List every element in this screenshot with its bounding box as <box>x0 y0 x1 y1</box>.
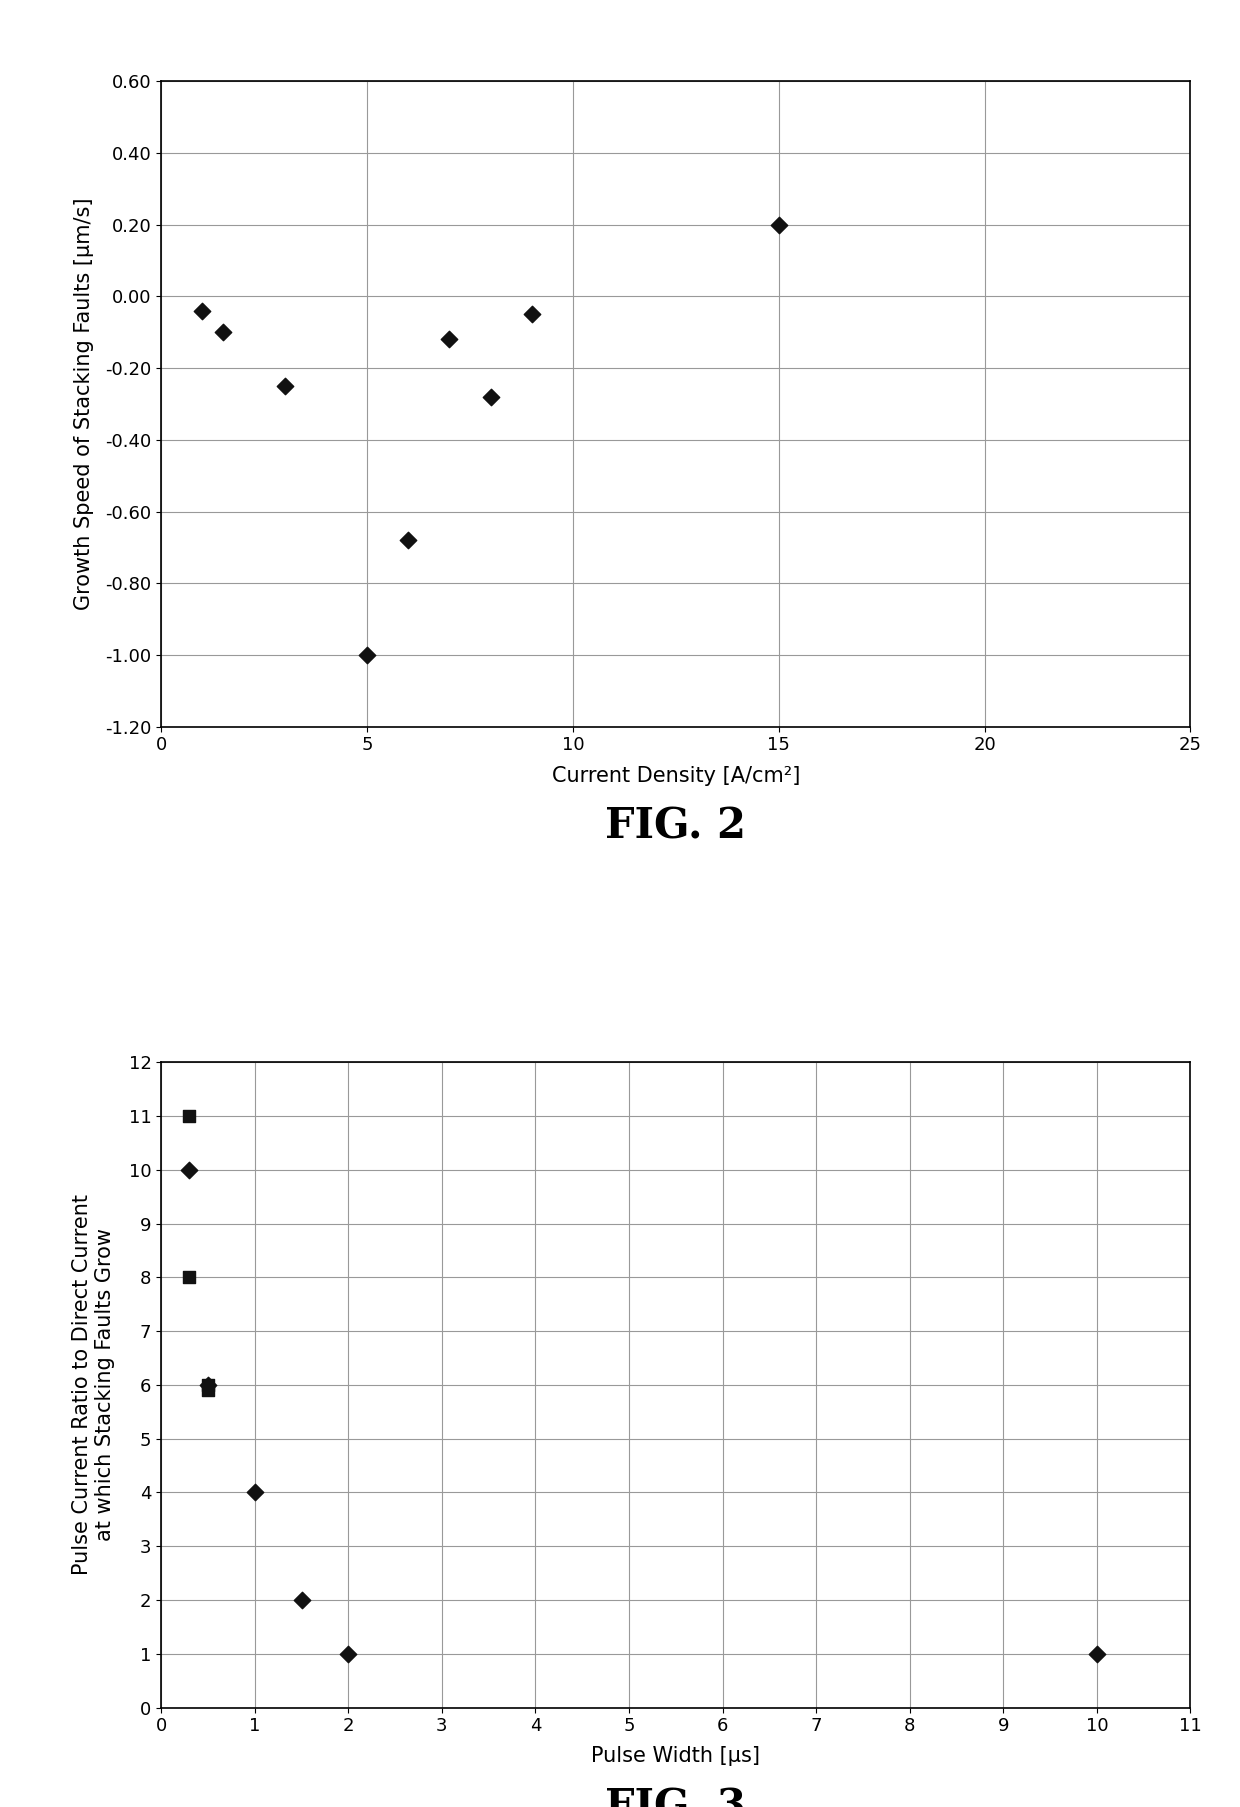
Point <box>291 1585 311 1614</box>
Text: FIG. 3: FIG. 3 <box>605 1785 746 1807</box>
Point <box>275 372 295 401</box>
Point <box>769 210 789 239</box>
Point <box>198 1370 218 1399</box>
Point <box>192 296 212 325</box>
Point <box>398 526 418 555</box>
Point <box>357 640 377 669</box>
Y-axis label: Pulse Current Ratio to Direct Current
at which Stacking Faults Grow: Pulse Current Ratio to Direct Current at… <box>72 1194 115 1576</box>
Point <box>1087 1639 1107 1668</box>
Point <box>180 1155 200 1184</box>
Point <box>213 318 233 347</box>
Y-axis label: Growth Speed of Stacking Faults [μm/s]: Growth Speed of Stacking Faults [μm/s] <box>74 197 94 611</box>
Point <box>198 1370 218 1399</box>
Point <box>180 1263 200 1292</box>
Point <box>180 1102 200 1131</box>
X-axis label: Current Density [A/cm²]: Current Density [A/cm²] <box>552 766 800 786</box>
Point <box>339 1639 358 1668</box>
Point <box>522 300 542 329</box>
Point <box>481 383 501 412</box>
Text: FIG. 2: FIG. 2 <box>605 806 746 847</box>
Point <box>198 1375 218 1404</box>
X-axis label: Pulse Width [μs]: Pulse Width [μs] <box>591 1746 760 1767</box>
Point <box>244 1478 264 1507</box>
Point <box>439 325 459 354</box>
